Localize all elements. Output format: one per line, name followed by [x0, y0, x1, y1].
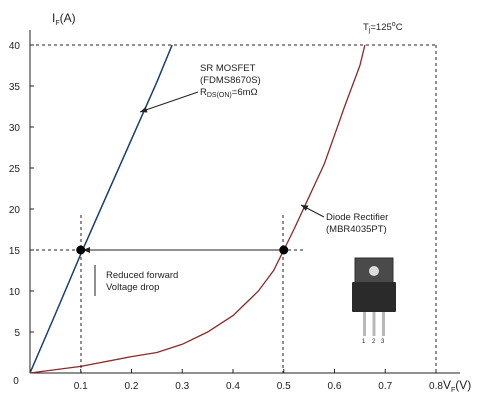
x-tick-label: 0 [13, 376, 19, 387]
y-tick-label: 30 [9, 123, 21, 134]
operating-point-2 [279, 245, 289, 255]
pin-label-3: 3 [381, 339, 385, 345]
diode-label-line2: (MBR4035PT) [326, 224, 387, 235]
mosfet-label-line2: (FDMS8670S) [200, 75, 261, 86]
x-axis-title: VF(V) [443, 378, 471, 394]
package-pin-2 [372, 312, 376, 336]
y-tick-label: 20 [9, 205, 21, 216]
x-tick-label: 0.3 [175, 381, 189, 392]
mosfet-pointer [139, 91, 199, 113]
y-ticks: 5 10 15 20 25 30 35 40 [9, 41, 34, 339]
y-tick-label: 15 [9, 246, 21, 257]
drop-label-line2: Voltage drop [106, 282, 159, 293]
y-tick-label: 5 [14, 328, 20, 339]
pin-label-2: 2 [372, 339, 376, 345]
package-hole [369, 266, 379, 276]
package-image: 1 2 3 [352, 257, 396, 345]
x-tick-label: 0.2 [125, 381, 139, 392]
x-tick-label: 0.4 [226, 381, 240, 392]
diode-curve [29, 44, 366, 374]
package-body [352, 282, 396, 312]
package-pin-1 [363, 312, 366, 336]
diode-pointer [300, 204, 325, 218]
y-tick-label: 10 [9, 287, 21, 298]
axes [29, 30, 460, 374]
pin-label-1: 1 [362, 339, 366, 345]
package-pin-3 [382, 312, 385, 336]
diode-label-line1: Diode Rectifier [326, 212, 388, 223]
x-ticks: 0 0.1 0.2 0.3 0.4 0.5 0.6 0.7 0.8 [13, 369, 443, 392]
drop-label-line1: Reduced forward [106, 270, 178, 281]
y-tick-label: 25 [9, 164, 21, 175]
x-tick-label: 0.8 [429, 381, 443, 392]
y-axis-title: IF(A) [52, 11, 76, 27]
temperature-label: Tj=125oC [363, 21, 403, 34]
x-tick-label: 0.6 [328, 381, 342, 392]
mosfet-curve [29, 44, 173, 374]
mosfet-label-line3: RDS(ON)=6mΩ [200, 87, 258, 99]
x-tick-label: 0.5 [277, 381, 291, 392]
operating-points [76, 245, 289, 255]
y-tick-label: 35 [9, 82, 21, 93]
x-tick-label: 0.1 [74, 381, 88, 392]
x-tick-label: 0.7 [378, 381, 392, 392]
mosfet-label-line1: SR MOSFET [200, 63, 256, 74]
y-tick-label: 40 [9, 41, 21, 52]
operating-point-1 [76, 245, 86, 255]
